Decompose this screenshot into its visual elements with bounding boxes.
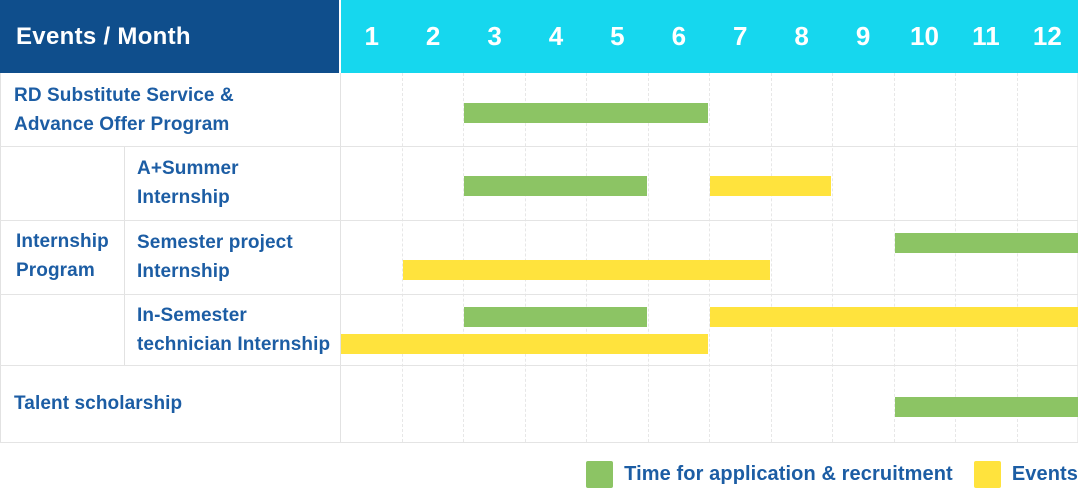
months-header: 1 2 3 4 5 6 7 8 9 10 11 12 (341, 0, 1078, 73)
row-label-line: Internship (137, 187, 230, 208)
gantt-bar-recruitment (464, 102, 708, 123)
row-label-line: Semester project (137, 232, 293, 253)
row-label-line: Internship (137, 261, 230, 282)
month-grid-line (463, 73, 464, 442)
sub-row-label-1: A+Summer Internship (124, 146, 340, 220)
table-right-border (1077, 73, 1078, 442)
month-header-3: 3 (487, 21, 502, 51)
sub-row-label-3: In-Semester technician Internship (124, 294, 340, 365)
month-grid-line (647, 73, 649, 442)
legend-swatch-events (973, 460, 1001, 488)
gantt-bar-recruitment (464, 307, 647, 327)
month-header-12: 12 (1032, 21, 1062, 51)
month-header-2: 2 (425, 21, 441, 51)
row-label-line: Program (16, 259, 95, 281)
row-label-line: Internship (16, 230, 109, 252)
row-label-4: Talent scholarship (0, 365, 340, 442)
row-separator (0, 365, 1078, 366)
row-label-line: RD Substitute Service & (14, 84, 234, 106)
events-month-header: Events / Month (0, 0, 339, 73)
row-label-0: RD Substitute Service & Advance Offer Pro… (0, 73, 340, 146)
legend-swatch-recruitment (586, 460, 614, 488)
legend-label-recruitment: Time for application & recruitment (624, 462, 953, 485)
sub-row-label-2: Semester project Internship (124, 220, 340, 294)
month-header-6: 6 (671, 21, 687, 51)
row-separator (0, 220, 1078, 221)
month-header-10: 10 (910, 21, 939, 51)
month-header-9: 9 (855, 21, 871, 51)
month-header-11: 11 (972, 21, 1000, 51)
month-header-4: 4 (548, 21, 564, 51)
month-grid-line (893, 73, 895, 442)
month-header-8: 8 (794, 21, 809, 51)
row-separator (0, 442, 1078, 443)
gantt-bar-events (402, 260, 770, 280)
row-label-line: A+Summer (137, 158, 239, 179)
month-header-5: 5 (610, 21, 625, 51)
month-grid-line (832, 73, 833, 442)
events-month-title: Events / Month (16, 22, 191, 50)
row-label-line: Advance Offer Program (14, 113, 230, 135)
gantt-bar-events (710, 307, 1078, 327)
month-header-1: 1 (364, 21, 379, 51)
month-grid-line (709, 73, 710, 442)
month-grid-line (401, 73, 403, 442)
legend: Time for application & recruitment Events (586, 459, 1078, 489)
row-separator (0, 294, 1078, 295)
legend-label-events: Events (1011, 462, 1078, 485)
row-label-line: Talent scholarship (14, 393, 183, 414)
row-label-line: technician Internship (137, 333, 331, 355)
legend-item-recruitment: Time for application & recruitment (586, 460, 953, 488)
legend-item-events: Events (973, 460, 1078, 488)
label-grid-divider (340, 73, 341, 442)
row-separator (0, 146, 1078, 147)
group-label-internship-program: Internship Program (0, 146, 124, 365)
gantt-bar-events (341, 334, 708, 354)
month-grid-line (586, 73, 587, 442)
gantt-bar-recruitment (464, 176, 647, 196)
month-grid-line (524, 73, 526, 442)
month-grid-line (770, 73, 772, 442)
table-left-border (0, 73, 1, 442)
gantt-bar-recruitment (894, 233, 1078, 253)
month-grid-line (955, 73, 956, 442)
month-header-7: 7 (733, 21, 748, 51)
group-sub-divider (124, 146, 125, 365)
gantt-bar-recruitment (894, 396, 1078, 417)
row-label-line: In-Semester (137, 304, 247, 326)
month-grid-line (1016, 73, 1018, 442)
gantt-bar-events (710, 176, 831, 196)
